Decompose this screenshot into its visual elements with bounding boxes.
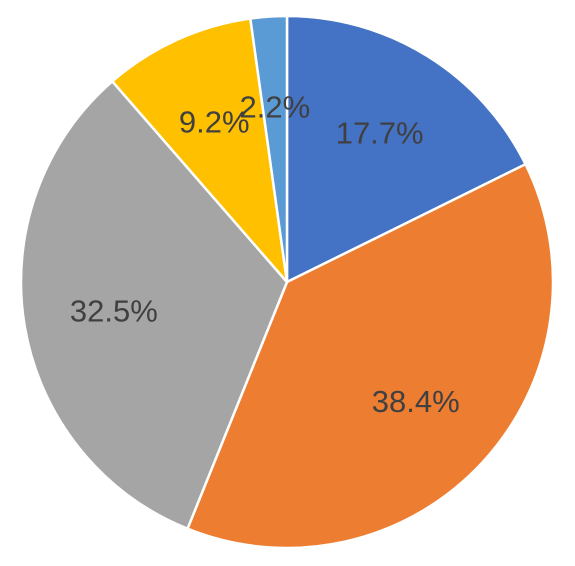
pie-slice: [19, 80, 289, 530]
slice-data-label: 38.4%: [372, 384, 460, 419]
pie-slices: [19, 14, 555, 550]
pie-slice: [285, 14, 527, 284]
slice-data-label: 2.2%: [240, 89, 311, 124]
pie-slice: [249, 14, 289, 284]
slice-data-label: 32.5%: [70, 294, 158, 329]
pie-data-labels: 17.7% 38.4% 32.5% 9.2%2.2%: [70, 89, 460, 419]
pie-slice: [111, 17, 289, 284]
pie-slice: [186, 162, 555, 550]
slice-data-label: 9.2%: [179, 105, 250, 140]
slice-data-label: 17.7%: [336, 115, 424, 150]
